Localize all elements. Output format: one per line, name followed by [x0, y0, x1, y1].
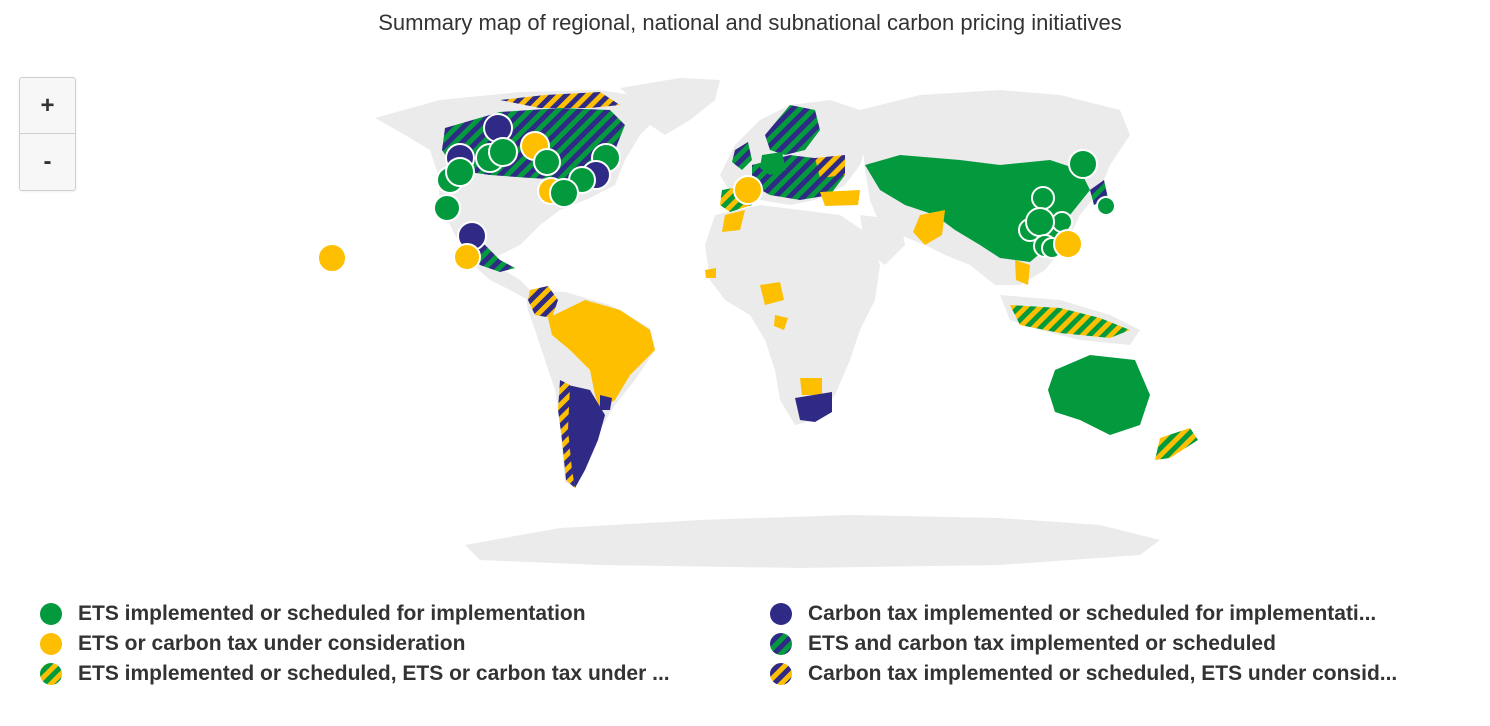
legend-swatch-ets-consideration [40, 663, 62, 685]
legend-label: Carbon tax implemented or scheduled for … [808, 602, 1377, 625]
legend-item-tax[interactable]: Carbon tax implemented or scheduled for … [770, 602, 1460, 626]
legend-item-ets-consideration[interactable]: ETS implemented or scheduled, ETS or car… [40, 662, 770, 686]
region-chile[interactable] [558, 380, 575, 488]
region-south-africa[interactable] [795, 392, 832, 422]
region-nigeria[interactable] [760, 282, 784, 305]
marker-korea[interactable] [1068, 149, 1098, 179]
marker-saskatchewan[interactable] [488, 137, 518, 167]
land-africa[interactable] [705, 205, 880, 425]
region-colombia[interactable] [528, 286, 558, 318]
marker-oregon[interactable] [445, 157, 475, 187]
markers [317, 113, 1116, 273]
legend-swatch-ets [40, 603, 62, 625]
legend-label: Carbon tax implemented or scheduled, ETS… [808, 662, 1398, 685]
land-antarctica[interactable] [465, 515, 1160, 568]
region-australia[interactable] [1048, 355, 1150, 435]
land-arabia[interactable] [860, 215, 905, 265]
marker-rggi[interactable] [549, 178, 579, 208]
region-new-zealand[interactable] [1155, 428, 1198, 460]
region-germany[interactable] [760, 152, 786, 175]
region-morocco[interactable] [722, 210, 745, 232]
marker-mexico-state[interactable] [453, 243, 481, 271]
region-scandinavia[interactable] [765, 105, 820, 155]
legend-item-consideration[interactable]: ETS or carbon tax under consideration [40, 632, 770, 656]
region-canada-north[interactable] [500, 92, 620, 108]
legend-label: ETS implemented or scheduled, ETS or car… [78, 662, 670, 685]
legend-swatch-tax-consideration [770, 663, 792, 685]
legend-swatch-ets-tax [770, 633, 792, 655]
region-brazil[interactable] [548, 300, 655, 410]
marker-taiwan[interactable] [1053, 229, 1083, 259]
region-argentina[interactable] [565, 385, 605, 488]
region-turkey[interactable] [820, 190, 860, 206]
region-gabon[interactable] [774, 315, 788, 330]
marker-beijing[interactable] [1031, 186, 1055, 210]
legend-swatch-consideration [40, 633, 62, 655]
legend-item-ets[interactable]: ETS implemented or scheduled for impleme… [40, 602, 770, 626]
region-pakistan[interactable] [913, 210, 945, 245]
region-uruguay[interactable] [600, 395, 612, 410]
marker-portugal[interactable] [733, 175, 763, 205]
legend-label: ETS or carbon tax under consideration [78, 632, 466, 655]
zoom-controls: + - [19, 77, 76, 191]
region-vietnam[interactable] [1015, 260, 1030, 285]
land-greenland[interactable] [620, 78, 720, 135]
land-central-america[interactable] [470, 262, 535, 300]
legend-label: ETS implemented or scheduled for impleme… [78, 602, 586, 625]
map-title: Summary map of regional, national and su… [378, 10, 1122, 35]
marker-tokyo[interactable] [1096, 196, 1116, 216]
world-map[interactable] [0, 0, 1490, 590]
region-ukraine[interactable] [815, 155, 845, 178]
legend-item-tax-consideration[interactable]: Carbon tax implemented or scheduled, ETS… [770, 662, 1460, 686]
legend-item-ets-tax[interactable]: ETS and carbon tax implemented or schedu… [770, 632, 1460, 656]
zoom-in-button[interactable]: + [40, 91, 55, 119]
marker-shanghai[interactable] [1025, 207, 1055, 237]
region-senegal[interactable] [705, 268, 716, 278]
region-botswana[interactable] [800, 378, 822, 395]
legend-label: ETS and carbon tax implemented or schedu… [808, 632, 1276, 655]
region-indonesia[interactable] [1010, 305, 1130, 338]
marker-ontario[interactable] [533, 148, 561, 176]
legend-swatch-tax [770, 603, 792, 625]
region-uk-ireland[interactable] [732, 142, 752, 170]
zoom-out-button[interactable]: - [20, 133, 75, 189]
marker-california[interactable] [433, 194, 461, 222]
map-legend: ETS implemented or scheduled for impleme… [40, 602, 1470, 686]
marker-hawaii[interactable] [317, 243, 347, 273]
